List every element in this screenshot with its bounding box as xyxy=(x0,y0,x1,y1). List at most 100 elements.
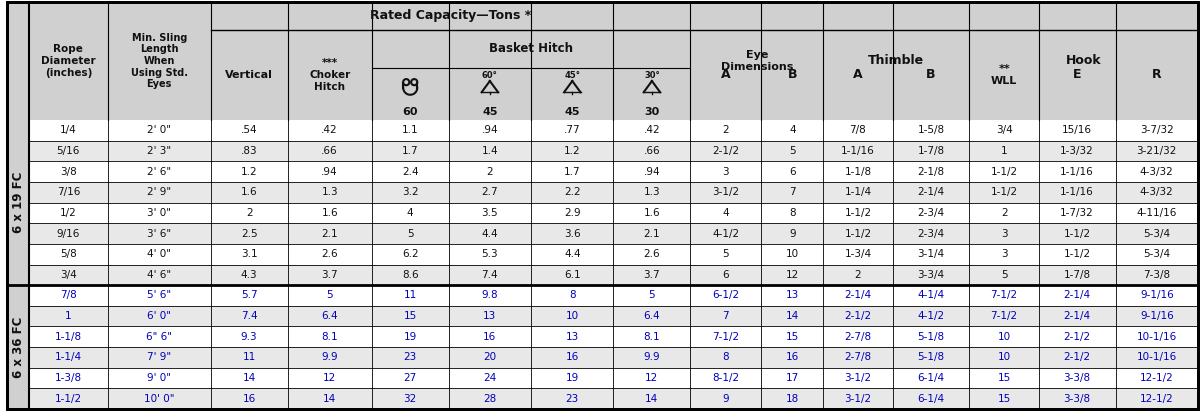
Text: 1-1/2: 1-1/2 xyxy=(990,187,1018,197)
Text: 9-1/16: 9-1/16 xyxy=(1140,291,1174,300)
Text: 12-1/2: 12-1/2 xyxy=(1140,373,1174,383)
Text: 14: 14 xyxy=(786,311,799,321)
Text: 1-1/2: 1-1/2 xyxy=(1063,249,1091,259)
Text: 9: 9 xyxy=(722,394,730,404)
Text: .94: .94 xyxy=(481,125,498,135)
Text: 45°: 45° xyxy=(564,72,581,81)
Bar xyxy=(29,161,1198,182)
Text: 1-1/2: 1-1/2 xyxy=(845,229,871,238)
Text: 10: 10 xyxy=(786,249,799,259)
Text: 4-1/4: 4-1/4 xyxy=(918,291,944,300)
Text: **
WLL: ** WLL xyxy=(991,64,1018,86)
Text: 10-1/16: 10-1/16 xyxy=(1136,352,1177,363)
Text: 3-1/2: 3-1/2 xyxy=(845,394,871,404)
Text: .54: .54 xyxy=(241,125,258,135)
Text: 6.4: 6.4 xyxy=(643,311,660,321)
Text: 12: 12 xyxy=(323,373,336,383)
Text: 14: 14 xyxy=(646,394,659,404)
Text: 12: 12 xyxy=(646,373,659,383)
Text: 2.9: 2.9 xyxy=(564,208,581,218)
Bar xyxy=(7,120,29,285)
Text: 8: 8 xyxy=(569,291,576,300)
Text: 8-1/2: 8-1/2 xyxy=(713,373,739,383)
Text: 17: 17 xyxy=(786,373,799,383)
Text: 5.7: 5.7 xyxy=(241,291,258,300)
Text: 9.8: 9.8 xyxy=(481,291,498,300)
Text: 2-1/2: 2-1/2 xyxy=(845,311,871,321)
Text: 11: 11 xyxy=(403,291,416,300)
Text: 5-3/4: 5-3/4 xyxy=(1144,229,1170,238)
Text: 3/4: 3/4 xyxy=(996,125,1013,135)
Text: 16: 16 xyxy=(242,394,256,404)
Text: .77: .77 xyxy=(564,125,581,135)
Text: 1-1/2: 1-1/2 xyxy=(990,166,1018,177)
Text: 19: 19 xyxy=(403,332,416,342)
Text: 13: 13 xyxy=(786,291,799,300)
Text: 12-1/2: 12-1/2 xyxy=(1140,394,1174,404)
Text: 24: 24 xyxy=(484,373,497,383)
Text: 6.4: 6.4 xyxy=(322,311,338,321)
Text: 15: 15 xyxy=(786,332,799,342)
Text: 4.4: 4.4 xyxy=(481,229,498,238)
Text: 10: 10 xyxy=(997,352,1010,363)
Text: 1: 1 xyxy=(65,311,72,321)
Text: 5: 5 xyxy=(790,146,796,156)
Text: 9.9: 9.9 xyxy=(643,352,660,363)
Text: 7-1/2: 7-1/2 xyxy=(990,291,1018,300)
Text: 8.1: 8.1 xyxy=(643,332,660,342)
Text: 1-1/2: 1-1/2 xyxy=(1063,229,1091,238)
Bar xyxy=(7,2,1198,120)
Bar xyxy=(29,326,1198,347)
Text: 2: 2 xyxy=(854,270,862,280)
Text: 60: 60 xyxy=(402,107,418,117)
Text: 20: 20 xyxy=(484,352,497,363)
Text: 7' 9": 7' 9" xyxy=(148,352,172,363)
Text: 4-3/32: 4-3/32 xyxy=(1140,166,1174,177)
Text: 3.1: 3.1 xyxy=(241,249,258,259)
Text: 13: 13 xyxy=(484,311,497,321)
Text: 7/8: 7/8 xyxy=(60,291,77,300)
Text: 3-3/4: 3-3/4 xyxy=(918,270,944,280)
Text: B: B xyxy=(787,69,797,81)
Text: 4-3/32: 4-3/32 xyxy=(1140,187,1174,197)
Text: 9.9: 9.9 xyxy=(322,352,338,363)
Text: 3.6: 3.6 xyxy=(564,229,581,238)
Bar xyxy=(29,347,1198,368)
Text: 15: 15 xyxy=(997,394,1010,404)
Text: 9' 0": 9' 0" xyxy=(148,373,172,383)
Text: 9.3: 9.3 xyxy=(241,332,258,342)
Text: 1-7/8: 1-7/8 xyxy=(918,146,944,156)
Text: 1.3: 1.3 xyxy=(322,187,338,197)
Text: 3-1/4: 3-1/4 xyxy=(918,249,944,259)
Text: Hook: Hook xyxy=(1066,55,1102,67)
Text: 2.6: 2.6 xyxy=(322,249,338,259)
Bar xyxy=(29,182,1198,203)
Text: 2.4: 2.4 xyxy=(402,166,419,177)
Text: 2.1: 2.1 xyxy=(322,229,338,238)
Text: 3-1/2: 3-1/2 xyxy=(845,373,871,383)
Text: E: E xyxy=(1073,69,1081,81)
Text: 11: 11 xyxy=(242,352,256,363)
Text: 7: 7 xyxy=(790,187,796,197)
Text: .42: .42 xyxy=(322,125,338,135)
Text: 6 x 19 FC: 6 x 19 FC xyxy=(12,172,24,233)
Text: 1-1/16: 1-1/16 xyxy=(841,146,875,156)
Text: 1/4: 1/4 xyxy=(60,125,77,135)
Bar xyxy=(29,120,1198,141)
Text: 14: 14 xyxy=(242,373,256,383)
Text: 8: 8 xyxy=(790,208,796,218)
Text: 3.7: 3.7 xyxy=(643,270,660,280)
Text: 1.2: 1.2 xyxy=(241,166,258,177)
Text: ***
Choker
Hitch: *** Choker Hitch xyxy=(310,58,350,92)
Text: 5-1/8: 5-1/8 xyxy=(918,332,944,342)
Text: 23: 23 xyxy=(565,394,578,404)
Text: 1-3/32: 1-3/32 xyxy=(1061,146,1094,156)
Text: 7: 7 xyxy=(722,311,730,321)
Text: 2-3/4: 2-3/4 xyxy=(918,208,944,218)
Text: 2' 0": 2' 0" xyxy=(148,125,172,135)
Text: 9/16: 9/16 xyxy=(56,229,80,238)
Bar xyxy=(29,203,1198,223)
Bar xyxy=(29,388,1198,409)
Text: 4' 0": 4' 0" xyxy=(148,249,172,259)
Text: 4: 4 xyxy=(790,125,796,135)
